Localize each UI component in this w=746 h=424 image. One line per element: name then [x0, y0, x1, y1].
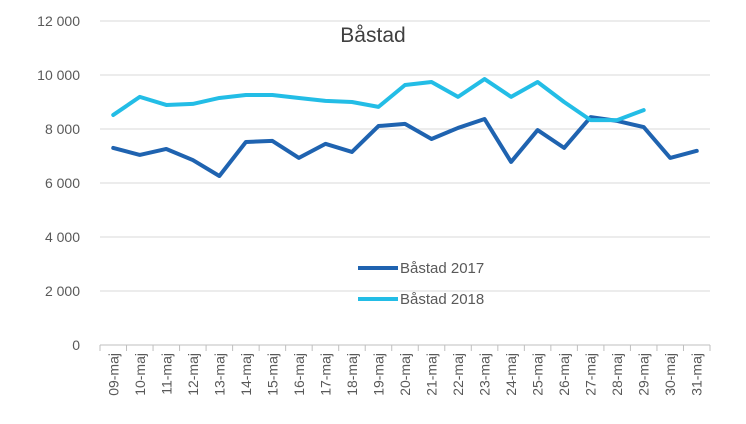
- x-tick-label: 24-maj: [503, 353, 519, 396]
- x-tick-label: 14-maj: [238, 353, 254, 396]
- x-tick-label: 16-maj: [291, 353, 307, 396]
- x-tick-label: 30-maj: [662, 353, 678, 396]
- y-tick-label: 0: [72, 337, 80, 353]
- x-tick-label: 25-maj: [530, 353, 546, 396]
- legend-label: Båstad 2018: [400, 291, 484, 308]
- y-tick-label: 4 000: [45, 229, 80, 245]
- x-tick-label: 09-maj: [105, 353, 121, 396]
- x-tick-label: 15-maj: [264, 353, 280, 396]
- chart-title: Båstad: [340, 24, 405, 47]
- x-tick-label: 11-maj: [158, 353, 174, 395]
- x-tick-label: 13-maj: [211, 353, 227, 396]
- legend-label: Båstad 2017: [400, 260, 484, 277]
- x-tick-label: 23-maj: [477, 353, 493, 396]
- x-tick-label: 17-maj: [317, 353, 333, 396]
- y-tick-label: 2 000: [45, 283, 80, 299]
- series-line-1: [111, 115, 699, 178]
- series-line-2: [111, 77, 646, 123]
- y-tick-label: 10 000: [37, 67, 80, 83]
- y-tick-label: 6 000: [45, 175, 80, 191]
- x-tick-label: 31-maj: [689, 353, 705, 396]
- y-tick-label: 8 000: [45, 121, 80, 137]
- x-tick-label: 19-maj: [370, 353, 386, 396]
- x-tick-label: 22-maj: [450, 353, 466, 396]
- x-tick-label: 28-maj: [609, 353, 625, 396]
- x-tick-label: 27-maj: [583, 353, 599, 396]
- x-tick-label: 20-maj: [397, 353, 413, 396]
- x-tick-label: 10-maj: [132, 353, 148, 396]
- x-tick-label: 18-maj: [344, 353, 360, 396]
- x-tick-label: 21-maj: [424, 353, 440, 396]
- y-tick-label: 12 000: [37, 13, 80, 29]
- x-tick-label: 12-maj: [185, 353, 201, 396]
- x-tick-label: 29-maj: [636, 353, 652, 396]
- x-tick-label: 26-maj: [556, 353, 572, 396]
